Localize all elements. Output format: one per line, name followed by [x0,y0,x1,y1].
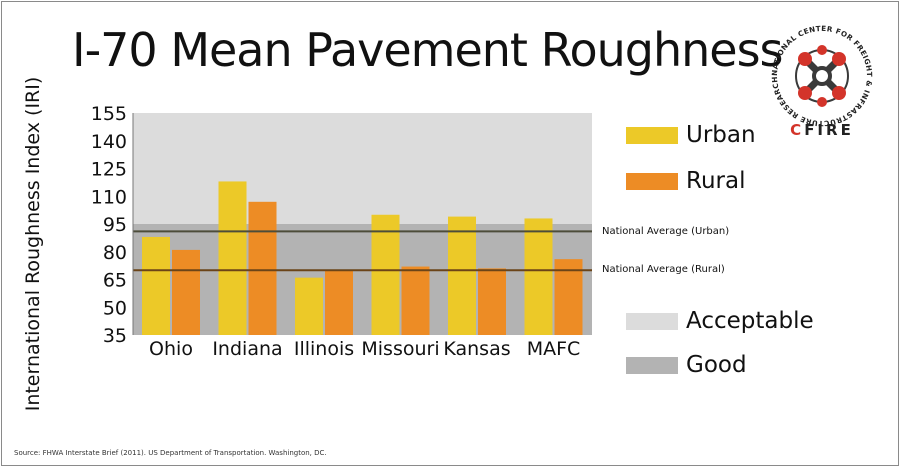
bar-rural-indiana [248,201,277,335]
y-tick-label: 80 [103,242,127,264]
bar-rural-kansas [478,268,506,335]
legend-swatch-rural [626,172,678,190]
national-average-rural-label: National Average (Rural) [602,264,725,275]
y-tick-label: 95 [103,214,127,236]
bar-urban-indiana [218,181,247,335]
x-tick-label: Indiana [212,338,282,360]
legend-swatch-acceptable [626,312,678,330]
x-tick-label: Kansas [443,338,510,360]
legend-label-urban: Urban [686,122,756,148]
cfire-logo: NATIONAL CENTER FOR FREIGHT & INFRASTRUC… [765,5,876,140]
legend-label-acceptable: Acceptable [686,308,814,334]
logo-name: CFIRE [790,121,854,139]
y-tick-label: 65 [103,270,127,292]
bar-urban-ohio [142,236,170,335]
legend-acceptable: Acceptable [626,308,814,334]
legend-label-rural: Rural [686,168,746,194]
bar-rural-illinois [325,270,353,335]
y-tick-label: 35 [103,325,127,347]
chart-title: I-70 Mean Pavement Roughness [72,23,784,77]
x-tick-label: Missouri [361,338,439,360]
x-tick-label: Illinois [294,338,354,360]
bar-urban-missouri [371,214,400,335]
x-tick-label: MAFC [527,338,581,360]
band-acceptable [133,113,592,224]
bar-urban-mafc [524,218,553,335]
band-good [133,224,592,335]
y-tick-label: 125 [91,159,127,181]
bar-urban-kansas [448,216,476,335]
bar-rural-mafc [554,259,583,335]
y-tick-label: 50 [103,297,127,319]
legend-swatch-good [626,356,678,374]
y-tick-label: 155 [91,103,127,125]
legend-label-good: Good [686,352,747,378]
legend-swatch-urban [626,126,678,144]
y-tick-label: 110 [91,186,127,208]
legend-rural: Rural [626,168,745,194]
national-average-urban-label: National Average (Urban) [602,226,730,237]
legend-urban: Urban [626,122,756,148]
x-tick-label: Ohio [149,338,193,360]
legend-good: Good [626,352,747,378]
bar-urban-illinois [295,277,323,335]
source-note: Source: FHWA Interstate Brief (2011). US… [14,449,327,457]
bar-rural-ohio [172,249,200,335]
y-tick-label: 140 [91,131,127,153]
bar-rural-missouri [401,266,430,335]
